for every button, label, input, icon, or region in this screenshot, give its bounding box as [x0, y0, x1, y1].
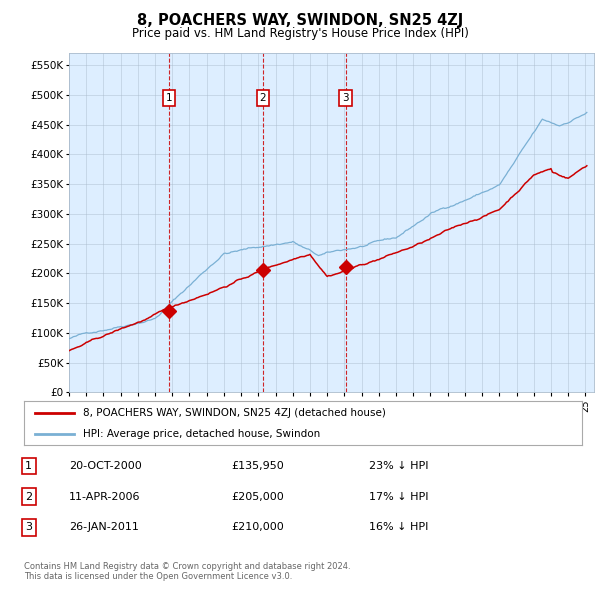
Text: 1: 1 — [25, 461, 32, 471]
Text: 26-JAN-2011: 26-JAN-2011 — [69, 523, 139, 532]
Text: HPI: Average price, detached house, Swindon: HPI: Average price, detached house, Swin… — [83, 428, 320, 438]
Text: 17% ↓ HPI: 17% ↓ HPI — [369, 492, 428, 502]
Text: 23% ↓ HPI: 23% ↓ HPI — [369, 461, 428, 471]
Text: 1: 1 — [166, 93, 172, 103]
Text: Price paid vs. HM Land Registry's House Price Index (HPI): Price paid vs. HM Land Registry's House … — [131, 27, 469, 40]
Text: 16% ↓ HPI: 16% ↓ HPI — [369, 523, 428, 532]
Text: 2: 2 — [260, 93, 266, 103]
Text: 20-OCT-2000: 20-OCT-2000 — [69, 461, 142, 471]
Text: 11-APR-2006: 11-APR-2006 — [69, 492, 140, 502]
Text: Contains HM Land Registry data © Crown copyright and database right 2024.
This d: Contains HM Land Registry data © Crown c… — [24, 562, 350, 581]
Text: £135,950: £135,950 — [231, 461, 284, 471]
Text: 3: 3 — [343, 93, 349, 103]
Text: £210,000: £210,000 — [231, 523, 284, 532]
Text: 3: 3 — [25, 523, 32, 532]
Text: 8, POACHERS WAY, SWINDON, SN25 4ZJ: 8, POACHERS WAY, SWINDON, SN25 4ZJ — [137, 13, 463, 28]
Text: 2: 2 — [25, 492, 32, 502]
Text: 8, POACHERS WAY, SWINDON, SN25 4ZJ (detached house): 8, POACHERS WAY, SWINDON, SN25 4ZJ (deta… — [83, 408, 385, 418]
Text: £205,000: £205,000 — [231, 492, 284, 502]
